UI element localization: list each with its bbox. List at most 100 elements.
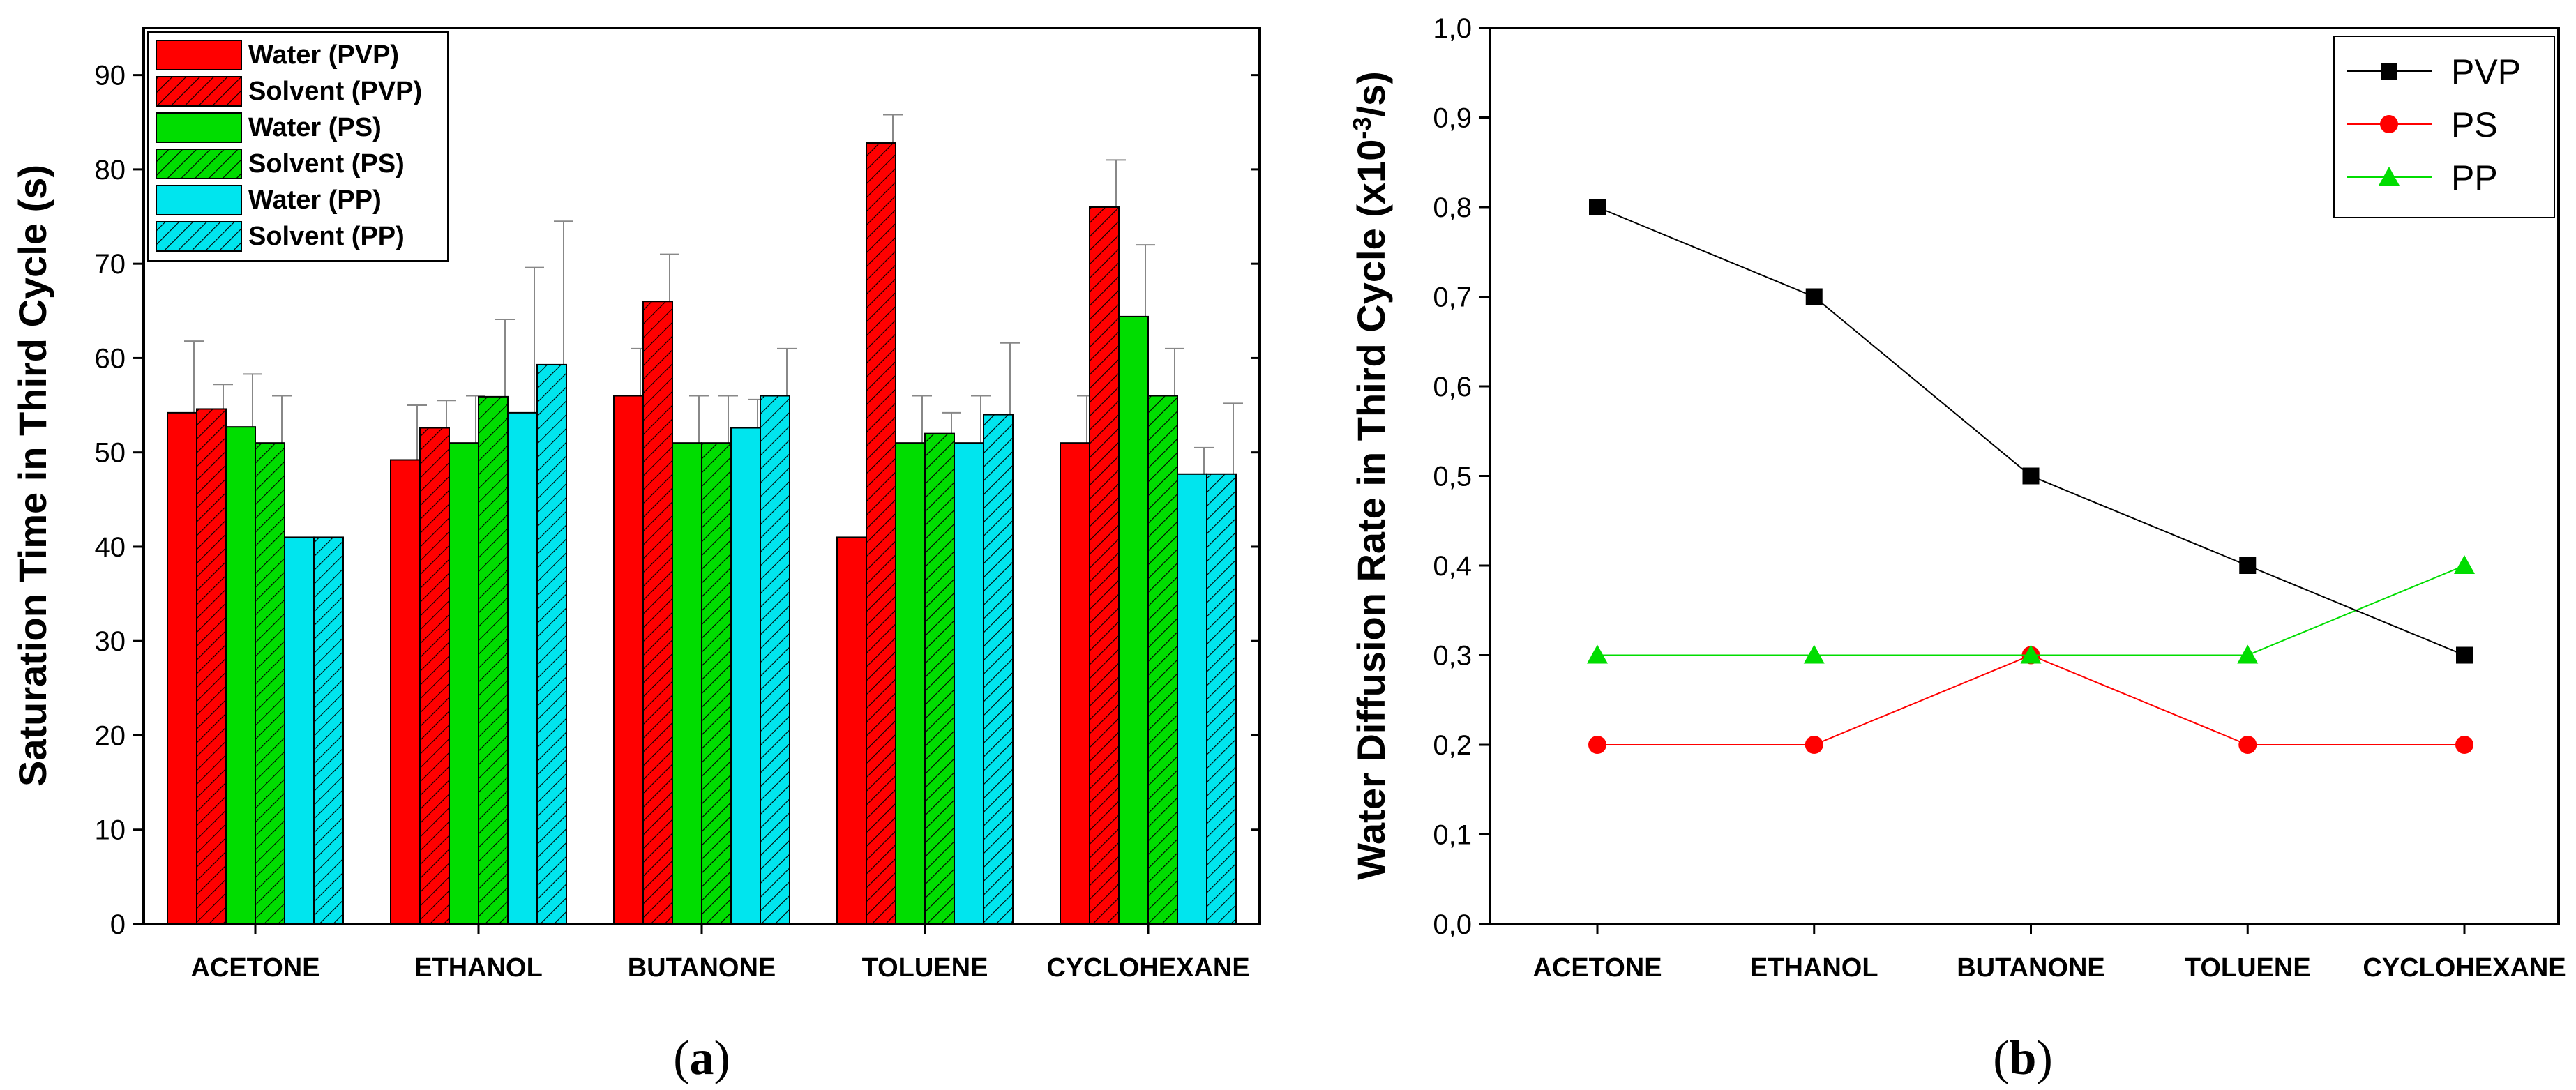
point-pvp-cyclohexane [2456, 646, 2473, 664]
legend-swatch-water-pp [156, 185, 242, 215]
panel-caption-a: (a) [673, 1031, 730, 1085]
bar-solvent-pvp-cyclohexane [1089, 206, 1120, 925]
bar-chart-legend: Water (PVP) Solvent (PVP) Water (PS) Solven… [147, 31, 449, 262]
bar-water-ps-acetone [225, 426, 256, 925]
bar-chart-y-axis: 0 10 20 30 40 50 60 70 80 90 [95, 61, 1260, 940]
bar-water-ps-butanone [672, 442, 702, 925]
legend-label-pp: PP [2451, 158, 2498, 197]
bar-chart-x-axis: ACETONE ETHANOL BUTANONE TOLUENE CYCLOHEXANE [190, 924, 1250, 983]
legend-label-water-pvp: Water (PVP) [248, 40, 399, 70]
y-tick-label: 0,6 [1433, 372, 1472, 402]
legend-swatch-solvent-ps [156, 149, 242, 179]
y-tick-label: 0,9 [1433, 103, 1472, 134]
bar-water-pvp-acetone [167, 411, 197, 925]
y-tick-label: 0 [110, 909, 126, 940]
y-tick-label: 90 [95, 61, 126, 91]
y-tick-label: 0,1 [1433, 820, 1472, 851]
point-pvp-ethanol [1805, 288, 1823, 305]
x-tick-label-cyclohexane: CYCLOHEXANE [1046, 953, 1249, 983]
legend-label-solvent-ps: Solvent (PS) [248, 149, 405, 179]
bar-solvent-pp-ethanol [536, 363, 567, 925]
y-tick-label: 1,0 [1433, 13, 1472, 44]
y-tick-label: 20 [95, 720, 126, 751]
series-line-ps [1597, 654, 2464, 745]
legend-box [2333, 36, 2555, 218]
x-tick-label-ethanol: ETHANOL [414, 953, 543, 983]
bar-solvent-pp-acetone [313, 536, 344, 925]
bar-solvent-pp-butanone [760, 395, 790, 925]
y-tick-label: 10 [95, 815, 126, 846]
legend-marker-pp [2379, 167, 2400, 186]
bar-chart-y-axis-label: Saturation Time in Third Cycle (s) [10, 165, 54, 787]
legend-marker-ps [2380, 115, 2398, 133]
y-tick-label: 50 [95, 438, 126, 469]
y-tick-label: 40 [95, 532, 126, 563]
point-ps-toluene [2238, 736, 2257, 754]
series-line-pp [1597, 565, 2465, 656]
x-tick-label-cyclohexane: CYCLOHEXANE [2363, 953, 2566, 983]
line-chart-panel: 0,0 0,1 0,2 0,3 0,4 0,5 0,6 0,7 0,8 0,9 1,0 ACETON… [1348, 13, 2566, 1085]
point-pp-acetone [1587, 644, 1608, 664]
line-chart-x-axis: ACETONE ETHANOL BUTANONE TOLUENE CYCLOHEXANE [1532, 924, 2566, 983]
bar-solvent-pp-cyclohexane [1206, 473, 1237, 925]
bar-solvent-ps-acetone [255, 442, 285, 925]
point-ps-cyclohexane [2455, 736, 2473, 754]
legend-label-pvp: PVP [2451, 52, 2521, 91]
bar-solvent-pp-toluene [983, 414, 1014, 925]
series-line-pvp [1597, 206, 2465, 656]
x-tick-label-ethanol: ETHANOL [1750, 953, 1878, 983]
line-chart-y-axis: 0,0 0,1 0,2 0,3 0,4 0,5 0,6 0,7 0,8 0,9 1,0 [1433, 13, 1490, 940]
point-ps-acetone [1588, 736, 1606, 754]
x-tick-label-toluene: TOLUENE [862, 953, 988, 983]
legend-swatch-solvent-pp [156, 221, 242, 252]
bar-chart-bars [167, 142, 1237, 925]
bar-solvent-pvp-acetone [196, 408, 227, 925]
bar-water-pp-butanone [730, 427, 761, 925]
bar-water-pvp-ethanol [390, 459, 421, 925]
y-tick-label: 0,7 [1433, 282, 1472, 313]
y-tick-label: 0,4 [1433, 551, 1472, 582]
bar-water-pp-cyclohexane [1177, 473, 1207, 925]
bar-water-pvp-cyclohexane [1060, 442, 1090, 925]
bar-solvent-pvp-ethanol [419, 427, 450, 925]
bar-water-ps-toluene [895, 442, 926, 925]
bar-water-ps-cyclohexane [1118, 315, 1149, 925]
bar-chart-errorbars [184, 114, 1243, 474]
bar-water-pvp-butanone [613, 395, 644, 925]
x-tick-label-toluene: TOLUENE [2185, 953, 2311, 983]
bar-solvent-ps-toluene [924, 432, 955, 925]
point-pvp-acetone [1589, 199, 1606, 215]
legend-label-water-ps: Water (PS) [248, 113, 382, 142]
legend-label-solvent-pvp: Solvent (PVP) [248, 77, 422, 106]
y-tick-label: 0,3 [1433, 641, 1472, 672]
bar-solvent-pvp-toluene [866, 142, 896, 925]
legend-swatch-water-ps [156, 112, 242, 143]
legend-label-solvent-pp: Solvent (PP) [248, 222, 405, 251]
bar-water-pp-ethanol [507, 411, 538, 925]
bar-solvent-ps-cyclohexane [1147, 395, 1178, 925]
point-pvp-toluene [2239, 557, 2257, 574]
bar-water-pvp-toluene [836, 536, 867, 925]
point-ps-ethanol [1805, 736, 1823, 754]
line-chart-legend: PVP PS PP [2333, 36, 2555, 218]
line-chart-y-axis-label: Water Diffusion Rate in Third Cycle (x10… [1348, 71, 1393, 880]
x-tick-label-butanone: BUTANONE [1957, 953, 2105, 983]
point-pp-cyclohexane [2454, 555, 2475, 574]
bar-chart-panel: 0 10 20 30 40 50 60 70 80 90 ACETONE ETHANOL BUTANO… [10, 27, 1261, 1085]
y-tick-label: 0,0 [1433, 909, 1472, 940]
x-tick-label-acetone: ACETONE [1532, 953, 1662, 983]
bar-solvent-ps-butanone [701, 442, 732, 925]
legend-label-ps: PS [2451, 105, 2498, 144]
bar-water-pp-acetone [284, 536, 315, 925]
bar-solvent-ps-ethanol [478, 395, 509, 925]
bar-solvent-pvp-butanone [642, 301, 673, 925]
x-tick-label-acetone: ACETONE [190, 953, 319, 983]
y-tick-label: 0,2 [1433, 730, 1472, 761]
x-tick-label-butanone: BUTANONE [628, 953, 776, 983]
y-tick-label: 70 [95, 249, 126, 280]
point-pvp-butanone [2022, 467, 2040, 485]
bar-water-pp-toluene [954, 442, 984, 925]
y-tick-label: 0,5 [1433, 462, 1472, 492]
line-chart-series [1587, 199, 2475, 754]
